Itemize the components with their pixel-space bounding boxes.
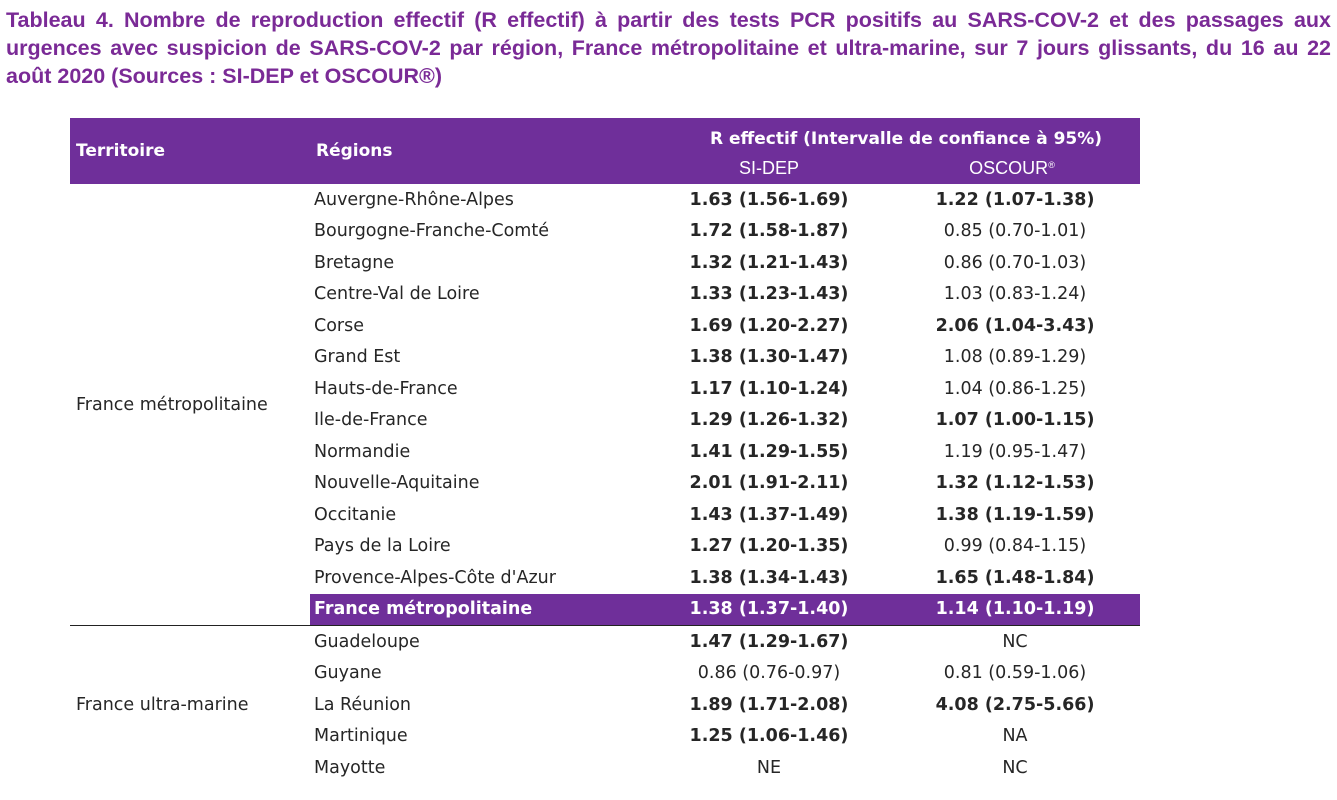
- total-row-metropole: France métropolitaine 1.38 (1.37-1.40) 1…: [70, 593, 1141, 626]
- sidep-value: 1.17 (1.10-1.24): [689, 378, 849, 399]
- oscour-value: 1.14 (1.10-1.19): [890, 593, 1141, 626]
- oscour-value: 1.03 (0.83-1.24): [943, 284, 1087, 305]
- sidep-value: 1.29 (1.26-1.32): [689, 410, 849, 431]
- region-cell: Martinique: [314, 726, 408, 747]
- table-row: Hauts-de-France 1.17 (1.10-1.24) 1.04 (0…: [70, 373, 1140, 405]
- oscour-value: 1.38 (1.19-1.59): [935, 504, 1095, 525]
- sidep-value: 1.63 (1.56-1.69): [689, 189, 849, 210]
- table-row: Ile-de-France 1.29 (1.26-1.32) 1.07 (1.0…: [70, 405, 1140, 437]
- region-cell: Guadeloupe: [310, 625, 672, 658]
- sidep-value: 1.41 (1.29-1.55): [689, 441, 849, 462]
- table-body: France métropolitaine Auvergne-Rhône-Alp…: [70, 184, 1141, 784]
- sidep-value: 1.89 (1.71-2.08): [689, 694, 849, 715]
- oscour-value: 0.99 (0.84-1.15): [943, 536, 1087, 557]
- sidep-value: 1.27 (1.20-1.35): [689, 536, 849, 557]
- table-row: Bourgogne-Franche-Comté 1.72 (1.58-1.87)…: [70, 216, 1140, 248]
- sidep-value: 0.86 (0.76-0.97): [697, 663, 841, 684]
- table-row: Centre-Val de Loire 1.33 (1.23-1.43) 1.0…: [70, 279, 1140, 311]
- region-cell: Normandie: [314, 441, 411, 462]
- sidep-value: NE: [756, 757, 782, 778]
- region-cell: Ile-de-France: [314, 410, 428, 431]
- oscour-value: NC: [1002, 757, 1028, 778]
- header-sidep: SI-DEP: [672, 154, 890, 184]
- table-row: Occitanie 1.43 (1.37-1.49) 1.38 (1.19-1.…: [70, 499, 1140, 531]
- oscour-value: 2.06 (1.04-3.43): [935, 315, 1095, 336]
- sidep-value: 1.69 (1.20-2.27): [689, 315, 849, 336]
- region-cell: Corse: [314, 315, 365, 336]
- territoire-metropole: France métropolitaine: [76, 394, 268, 415]
- oscour-value: 1.19 (0.95-1.47): [943, 441, 1087, 462]
- region-cell: Guyane: [314, 663, 382, 684]
- oscour-value: 1.32 (1.12-1.53): [935, 473, 1095, 494]
- oscour-value: 1.04 (0.86-1.25): [943, 378, 1087, 399]
- header-r-effectif: R effectif (Intervalle de confiance à 95…: [672, 118, 1141, 154]
- region-cell: Provence-Alpes-Côte d'Azur: [314, 567, 556, 588]
- header-oscour-label: OSCOUR: [969, 157, 1049, 178]
- region-cell: Grand Est: [314, 347, 401, 368]
- sidep-value: 1.33 (1.23-1.43): [689, 284, 849, 305]
- table-row: France ultra-marine Guadeloupe 1.47 (1.2…: [70, 625, 1141, 784]
- table-row: Normandie 1.41 (1.29-1.55) 1.19 (0.95-1.…: [70, 436, 1140, 468]
- oscour-value: 1.08 (0.89-1.29): [943, 347, 1087, 368]
- table-caption: Tableau 4. Nombre de reproduction effect…: [6, 8, 1331, 88]
- table-row: Bretagne 1.32 (1.21-1.43) 0.86 (0.70-1.0…: [70, 247, 1140, 279]
- region-cell: Mayotte: [314, 757, 386, 778]
- table-row: Nouvelle-Aquitaine 2.01 (1.91-2.11) 1.32…: [70, 468, 1140, 500]
- table-row: Grand Est 1.38 (1.30-1.47) 1.08 (0.89-1.…: [70, 342, 1140, 374]
- region-cell: France métropolitaine: [310, 593, 672, 626]
- region-cell: Pays de la Loire: [314, 536, 451, 557]
- oscour-value: 0.85 (0.70-1.01): [943, 221, 1087, 242]
- region-cell: La Réunion: [314, 694, 412, 715]
- region-cell: Centre-Val de Loire: [314, 284, 480, 305]
- r-effectif-table: Territoire Régions R effectif (Intervall…: [70, 118, 1141, 784]
- sidep-value: 1.38 (1.34-1.43): [689, 567, 849, 588]
- oscour-value: NA: [1002, 726, 1028, 747]
- table-row: Pays de la Loire 1.27 (1.20-1.35) 0.99 (…: [70, 531, 1140, 563]
- oscour-value: 0.81 (0.59-1.06): [943, 663, 1087, 684]
- region-cell: Hauts-de-France: [314, 378, 458, 399]
- table-row: Mayotte NE NC: [70, 752, 1140, 784]
- header-regions: Régions: [310, 118, 672, 184]
- oscour-value: 1.65 (1.48-1.84): [935, 567, 1095, 588]
- sidep-value: 1.47 (1.29-1.67): [672, 625, 890, 658]
- header-oscour: OSCOUR®: [890, 154, 1141, 184]
- sidep-value: 1.72 (1.58-1.87): [689, 221, 849, 242]
- table-row: Provence-Alpes-Côte d'Azur 1.38 (1.34-1.…: [70, 562, 1140, 594]
- sidep-value: 2.01 (1.91-2.11): [689, 473, 849, 494]
- sidep-value: 1.32 (1.21-1.43): [689, 252, 849, 273]
- table-row: Guyane 0.86 (0.76-0.97) 0.81 (0.59-1.06): [70, 658, 1140, 690]
- r-effectif-table-container: Territoire Régions R effectif (Intervall…: [70, 118, 1141, 784]
- region-cell: Nouvelle-Aquitaine: [314, 473, 480, 494]
- region-cell: Bourgogne-Franche-Comté: [314, 221, 549, 242]
- oscour-value: 0.86 (0.70-1.03): [943, 252, 1087, 273]
- region-cell: Auvergne-Rhône-Alpes: [314, 189, 514, 210]
- sidep-value: 1.38 (1.30-1.47): [689, 347, 849, 368]
- table-row: Martinique 1.25 (1.06-1.46) NA: [70, 721, 1140, 753]
- sidep-value: 1.43 (1.37-1.49): [689, 504, 849, 525]
- region-cell: Occitanie: [314, 504, 397, 525]
- sidep-value: 1.25 (1.06-1.46): [689, 726, 849, 747]
- table-row: Corse 1.69 (1.20-2.27) 2.06 (1.04-3.43): [70, 310, 1140, 342]
- header-territoire: Territoire: [70, 118, 310, 184]
- table-header: Territoire Régions R effectif (Intervall…: [70, 118, 1141, 184]
- oscour-value: 1.22 (1.07-1.38): [935, 189, 1095, 210]
- table-row: France métropolitaine Auvergne-Rhône-Alp…: [70, 184, 1140, 415]
- territoire-outremer: France ultra-marine: [70, 625, 310, 784]
- table-row: La Réunion 1.89 (1.71-2.08) 4.08 (2.75-5…: [70, 689, 1140, 721]
- oscour-value: NC: [890, 625, 1141, 658]
- oscour-value: 1.07 (1.00-1.15): [935, 410, 1095, 431]
- sidep-value: 1.38 (1.37-1.40): [672, 593, 890, 626]
- registered-mark: ®: [1048, 159, 1055, 170]
- region-cell: Bretagne: [314, 252, 395, 273]
- oscour-value: 4.08 (2.75-5.66): [935, 694, 1095, 715]
